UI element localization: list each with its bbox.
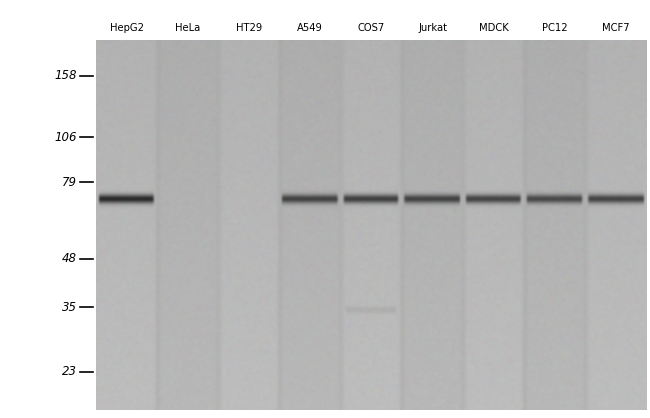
Text: HT29: HT29	[236, 23, 262, 33]
Text: HeLa: HeLa	[176, 23, 201, 33]
Text: A549: A549	[297, 23, 323, 33]
Text: MDCK: MDCK	[479, 23, 509, 33]
Text: 106: 106	[54, 131, 77, 144]
Text: PC12: PC12	[542, 23, 568, 33]
Text: HepG2: HepG2	[110, 23, 144, 33]
Text: 23: 23	[62, 365, 77, 378]
Text: Jurkat: Jurkat	[418, 23, 447, 33]
Text: COS7: COS7	[358, 23, 385, 33]
Text: 35: 35	[62, 301, 77, 314]
Text: 79: 79	[62, 176, 77, 189]
Text: 158: 158	[54, 69, 77, 82]
Text: 48: 48	[62, 252, 77, 265]
Text: MCF7: MCF7	[603, 23, 630, 33]
